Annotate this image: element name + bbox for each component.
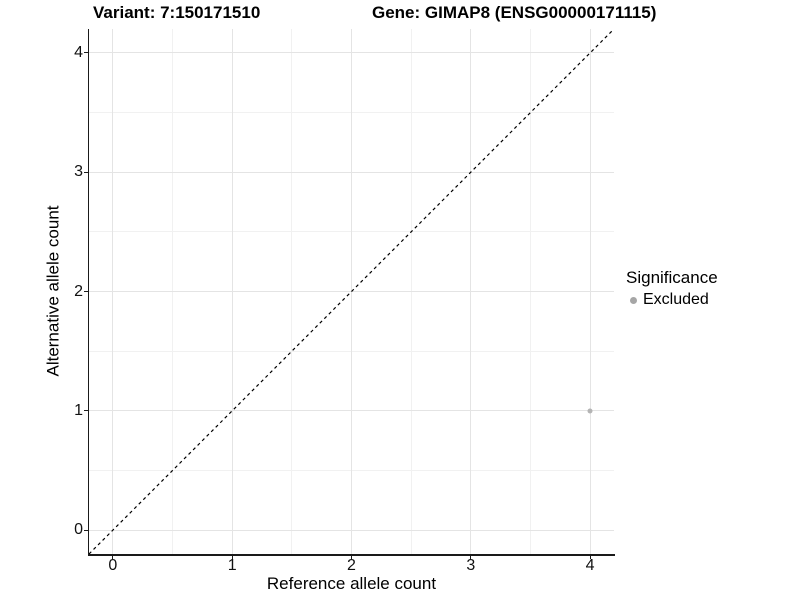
y-tick-mark bbox=[83, 529, 88, 531]
x-tick-label: 0 bbox=[108, 557, 118, 574]
grid-major-h bbox=[89, 529, 614, 531]
y-tick-label: 1 bbox=[74, 401, 83, 419]
y-tick-mark bbox=[83, 410, 88, 412]
y-tick-mark bbox=[83, 290, 88, 293]
x-tick-mark bbox=[470, 554, 472, 559]
legend-item-label: Excluded bbox=[643, 291, 709, 308]
plot-panel bbox=[89, 29, 614, 554]
y-axis-title: Alternative allele count bbox=[43, 205, 63, 377]
y-tick-mark bbox=[83, 52, 88, 54]
legend-title: Significance bbox=[626, 268, 718, 287]
excluded-point-icon bbox=[630, 296, 637, 304]
plot-title-gene: Gene: GIMAP8 (ENSG00000171115) bbox=[372, 3, 657, 22]
identity-dashed-line bbox=[89, 29, 614, 554]
y-tick-label: 4 bbox=[74, 43, 83, 61]
legend-item-excluded: Excluded bbox=[626, 290, 718, 310]
grid-major-h bbox=[89, 52, 614, 54]
y-tick-label: 2 bbox=[74, 282, 83, 300]
y-axis-line bbox=[87, 29, 89, 556]
legend: Significance Excluded bbox=[626, 268, 718, 310]
x-tick-label: 1 bbox=[227, 557, 237, 574]
grid-major-h bbox=[89, 171, 614, 173]
y-tick-label: 3 bbox=[74, 163, 83, 181]
x-tick-mark bbox=[589, 554, 591, 559]
x-tick-mark bbox=[350, 554, 353, 559]
plot-title-variant: Variant: 7:150171510 bbox=[93, 3, 261, 22]
y-tick-label: 0 bbox=[74, 521, 83, 539]
data-point bbox=[587, 408, 593, 414]
grid-major-h bbox=[89, 410, 614, 412]
x-axis-title: Reference allele count bbox=[266, 574, 437, 593]
x-tick-label: 4 bbox=[585, 557, 595, 574]
x-tick-label: 2 bbox=[347, 557, 356, 574]
x-tick-label: 3 bbox=[466, 557, 476, 574]
x-tick-mark bbox=[112, 554, 114, 559]
x-tick-mark bbox=[231, 554, 233, 559]
y-tick-mark bbox=[83, 171, 88, 173]
